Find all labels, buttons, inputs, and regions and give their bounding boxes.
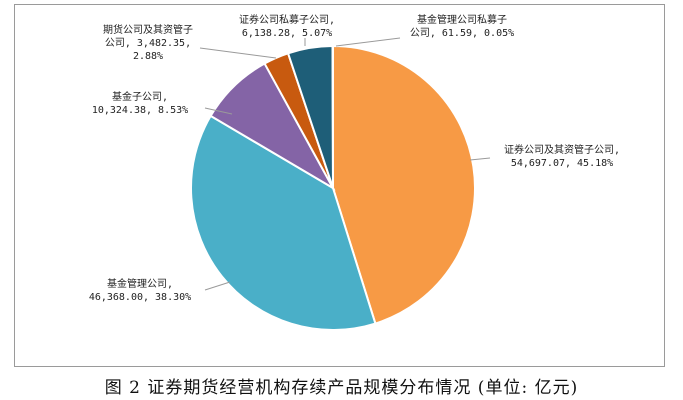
data-label: 2.88% <box>133 51 163 62</box>
pie-slice <box>332 44 476 325</box>
data-label: 6,138.28, 5.07% <box>242 28 332 39</box>
leader-line <box>469 157 491 161</box>
leader-line <box>199 47 277 59</box>
data-label: 基金管理公司, <box>107 277 173 290</box>
data-label: 公司, 61.59, 0.05% <box>410 28 514 39</box>
pie-chart: 证券公司及其资管子公司, 54,697.07, 45.18% 基金管理公司, 46,3… <box>89 13 620 331</box>
chart-frame <box>14 4 665 367</box>
data-label: 基金管理公司私募子 <box>417 13 507 26</box>
leader-line <box>204 107 233 115</box>
data-label: 期货公司及其资管子 <box>103 23 193 36</box>
pie-slice <box>190 114 377 331</box>
figure-caption: 图 2 证券期货经营机构存续产品规模分布情况 (单位: 亿元) <box>104 378 579 398</box>
data-label: 证券公司及其资管子公司, <box>504 143 620 156</box>
data-label: 基金子公司, <box>112 90 168 103</box>
data-label: 10,324.38, 8.53% <box>92 105 188 116</box>
data-label: 46,368.00, 38.30% <box>89 292 191 303</box>
leader-line <box>204 281 231 291</box>
data-label: 54,697.07, 45.18% <box>511 158 613 169</box>
data-label: 证券公司私募子公司, <box>239 13 335 26</box>
leader-line <box>335 37 401 47</box>
data-label: 公司, 3,482.35, <box>105 38 191 49</box>
